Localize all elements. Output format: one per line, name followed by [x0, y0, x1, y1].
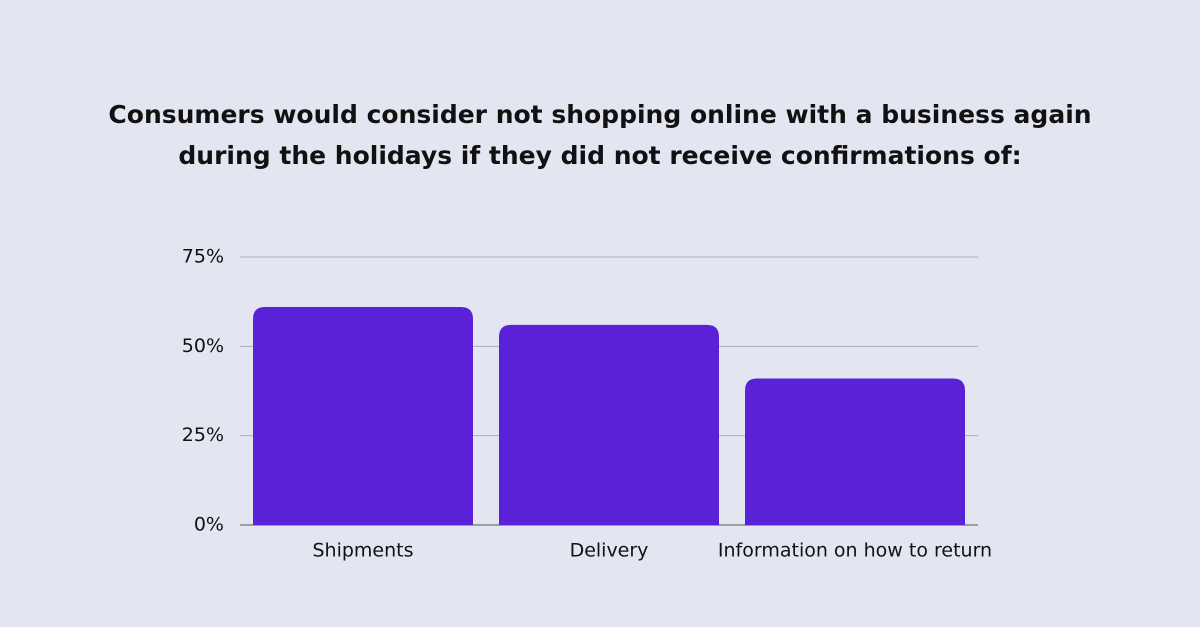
chart-title: Consumers would consider not shopping on… — [108, 100, 1091, 129]
x-tick-label: Delivery — [570, 540, 649, 562]
y-tick-label: 25% — [182, 424, 224, 446]
y-tick-label: 0% — [194, 514, 224, 536]
bar — [253, 307, 473, 525]
x-tick-label: Information on how to return — [718, 540, 992, 562]
y-tick-label: 75% — [182, 246, 224, 268]
x-tick-label: Shipments — [312, 540, 413, 562]
chart-title: during the holidays if they did not rece… — [178, 141, 1021, 170]
bar — [745, 378, 965, 525]
y-tick-label: 50% — [182, 335, 224, 357]
bar — [499, 324, 719, 525]
